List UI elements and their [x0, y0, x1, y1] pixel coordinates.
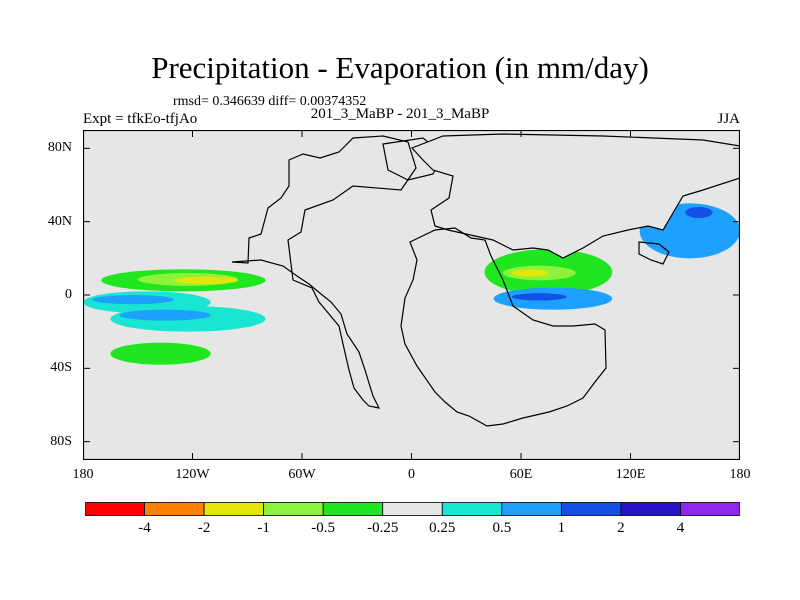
colorbar-box-0	[85, 502, 145, 516]
greenland-outline	[382, 137, 444, 181]
y-tick-label-3: 40S	[50, 360, 72, 376]
x-tick-label-6: 180	[729, 467, 751, 482]
colorbar-label-9: 4	[676, 520, 685, 536]
y-tick-label-0: 80N	[47, 140, 72, 156]
stats-label: rmsd= 0.346639 diff= 0.00374352	[173, 94, 367, 109]
field-region-6	[119, 309, 211, 321]
x-tick-label-3: 0	[408, 467, 415, 482]
colorbar-box-5	[382, 502, 443, 516]
colorbar-label-8: 2	[617, 520, 625, 536]
x-tick-label-4: 60E	[509, 467, 533, 482]
x-tick-label-1: 120W	[175, 467, 210, 482]
colorbar-label-5: 0.25	[429, 520, 456, 536]
colorbar-box-3	[263, 502, 324, 516]
field-region-2	[174, 276, 239, 284]
experiment-label: Expt = tfkEo-tfjAo	[83, 111, 198, 127]
colorbar-box-9	[620, 502, 681, 516]
field-regions	[83, 203, 740, 365]
eurasia-outline	[410, 133, 740, 259]
africa-outline	[400, 227, 607, 427]
americas-outline	[231, 135, 417, 409]
colorbar-box-7	[501, 502, 562, 516]
colorbar-boxes	[85, 502, 740, 516]
field-region-9	[511, 269, 549, 277]
run-label: 201_3_MaBP - 201_3_MaBP	[310, 106, 490, 122]
colorbar-label-0: -4	[138, 520, 151, 536]
chart-title: Precipitation - Evaporation (in mm/day)	[151, 50, 649, 85]
colorbar-label-4: -0.25	[367, 520, 399, 536]
x-tick-label-2: 60W	[288, 467, 316, 482]
field-region-4	[92, 295, 175, 305]
colorbar-label-3: -0.5	[311, 520, 336, 536]
field-region-11	[511, 293, 567, 301]
colorbar-box-4	[322, 502, 384, 516]
y-tick-label-2: 0	[65, 287, 72, 302]
colorbar-box-8	[560, 502, 622, 516]
continent-outlines	[231, 133, 740, 427]
colorbar-label-6: 0.5	[492, 520, 512, 536]
maritime-continent-outline	[638, 241, 670, 265]
field-region-13	[685, 207, 713, 218]
field-region-14	[110, 342, 211, 365]
colorbar-box-2	[203, 502, 265, 516]
colorbar-label-2: -1	[257, 520, 270, 536]
colorbar	[85, 502, 740, 516]
colorbar-label-1: -2	[197, 520, 211, 536]
colorbar-box-10	[680, 502, 740, 516]
x-tick-label-5: 120E	[615, 467, 646, 482]
season-label: JJA	[717, 111, 740, 127]
colorbar-label-7: 1	[557, 520, 566, 536]
axis-ticks	[83, 130, 740, 460]
y-tick-label-4: 80S	[50, 433, 72, 449]
colorbar-box-1	[144, 502, 205, 516]
x-tick-label-0: 180	[72, 467, 94, 482]
map-plot	[83, 130, 740, 460]
colorbar-box-6	[441, 502, 503, 516]
y-tick-label-1: 40N	[47, 213, 72, 229]
